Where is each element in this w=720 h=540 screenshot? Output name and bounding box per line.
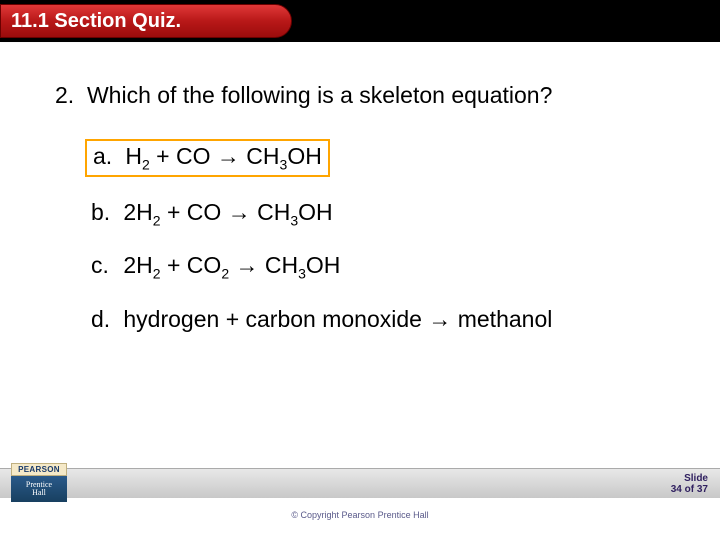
options-list: a. H2 + CO → CH3OH b. 2H2 + CO → CH3OH c. … <box>55 139 680 355</box>
slide-number: 34 of 37 <box>671 484 708 495</box>
slide-counter: Slide 34 of 37 <box>671 473 708 495</box>
option-d: d. hydrogen + carbon monoxide → methanol <box>85 304 558 335</box>
question-number: 2. <box>55 82 74 108</box>
title-pill: 11.1 Section Quiz. <box>0 4 292 38</box>
publisher-logo: PEARSON Prentice Hall <box>10 460 68 504</box>
header-bar: 11.1 Section Quiz. <box>0 0 720 42</box>
slide-label: Slide <box>671 473 708 484</box>
question-body: Which of the following is a skeleton equ… <box>87 82 552 108</box>
footer-bar: Slide 34 of 37 <box>0 468 720 498</box>
prentice-hall-label: Prentice Hall <box>11 476 67 502</box>
option-c: c. 2H2 + CO2 → CH3OH <box>85 250 346 284</box>
question-text: 2. Which of the following is a skeleton … <box>55 82 680 109</box>
logo-line2: Hall <box>11 489 67 497</box>
option-b: b. 2H2 + CO → CH3OH <box>85 197 339 231</box>
option-a: a. H2 + CO → CH3OH <box>85 139 330 177</box>
section-title: 11.1 Section Quiz. <box>11 10 181 33</box>
pearson-label: PEARSON <box>11 463 67 476</box>
slide-content: 2. Which of the following is a skeleton … <box>0 42 720 355</box>
copyright-text: © Copyright Pearson Prentice Hall <box>0 510 720 520</box>
